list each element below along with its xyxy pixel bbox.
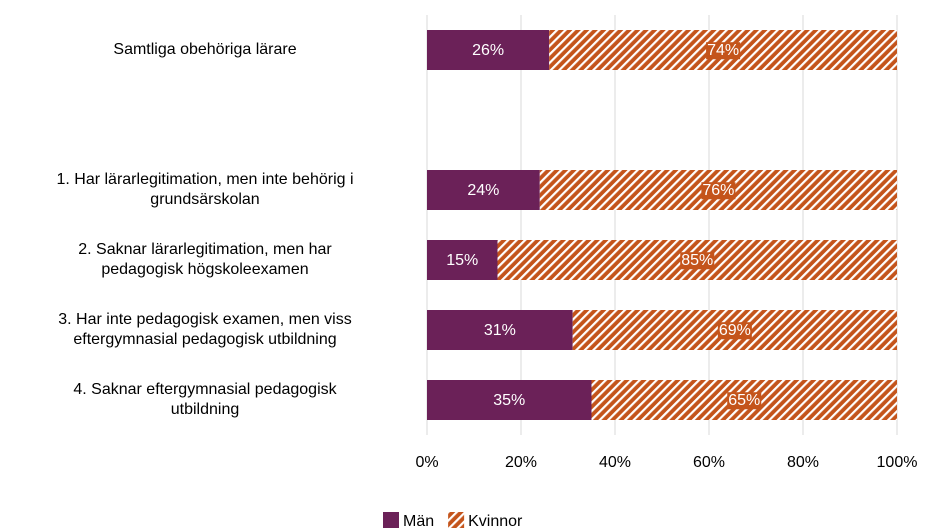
x-tick-label: 40% — [599, 454, 631, 471]
bar-segment — [427, 170, 540, 210]
bar-segment — [427, 310, 573, 350]
value-label: 31% — [484, 322, 516, 339]
y-tick-label: Samtliga obehöriga lärare — [113, 41, 297, 58]
x-tick-label: 60% — [693, 454, 725, 471]
x-tick-label: 0% — [415, 454, 438, 471]
x-tick-label: 80% — [787, 454, 819, 471]
value-label: 69% — [719, 322, 751, 339]
value-label: 24% — [467, 182, 499, 199]
value-label-bg — [717, 322, 752, 340]
x-tick-label: 20% — [505, 454, 537, 471]
y-tick-label: 2. Saknar lärarlegitimation, men har ped… — [78, 241, 332, 278]
y-tick-label: 3. Har inte pedagogisk examen, men viss … — [58, 311, 352, 348]
value-label: 74% — [707, 42, 739, 59]
value-label: 76% — [702, 182, 734, 199]
bar-segment — [427, 380, 592, 420]
value-label: 26% — [472, 42, 504, 59]
value-label: 15% — [446, 252, 478, 269]
legend-swatch — [383, 512, 399, 528]
value-label-bg — [706, 42, 741, 60]
value-label-bg — [680, 252, 715, 270]
bar-segment — [427, 30, 550, 70]
y-tick-label: 1. Har lärarlegitimation, men inte behör… — [56, 171, 354, 208]
legend-label: Kvinnor — [468, 513, 523, 530]
value-label: 65% — [728, 392, 760, 409]
value-label: 35% — [493, 392, 525, 409]
bar-segment — [427, 240, 498, 280]
value-label-bg — [701, 182, 736, 200]
value-label-bg — [727, 392, 762, 410]
legend-label: Män — [403, 513, 434, 530]
value-label: 85% — [681, 252, 713, 269]
x-tick-label: 100% — [877, 454, 918, 471]
y-tick-label: 4. Saknar eftergymnasial pedagogisk utbi… — [73, 381, 337, 418]
legend-swatch — [448, 512, 465, 528]
